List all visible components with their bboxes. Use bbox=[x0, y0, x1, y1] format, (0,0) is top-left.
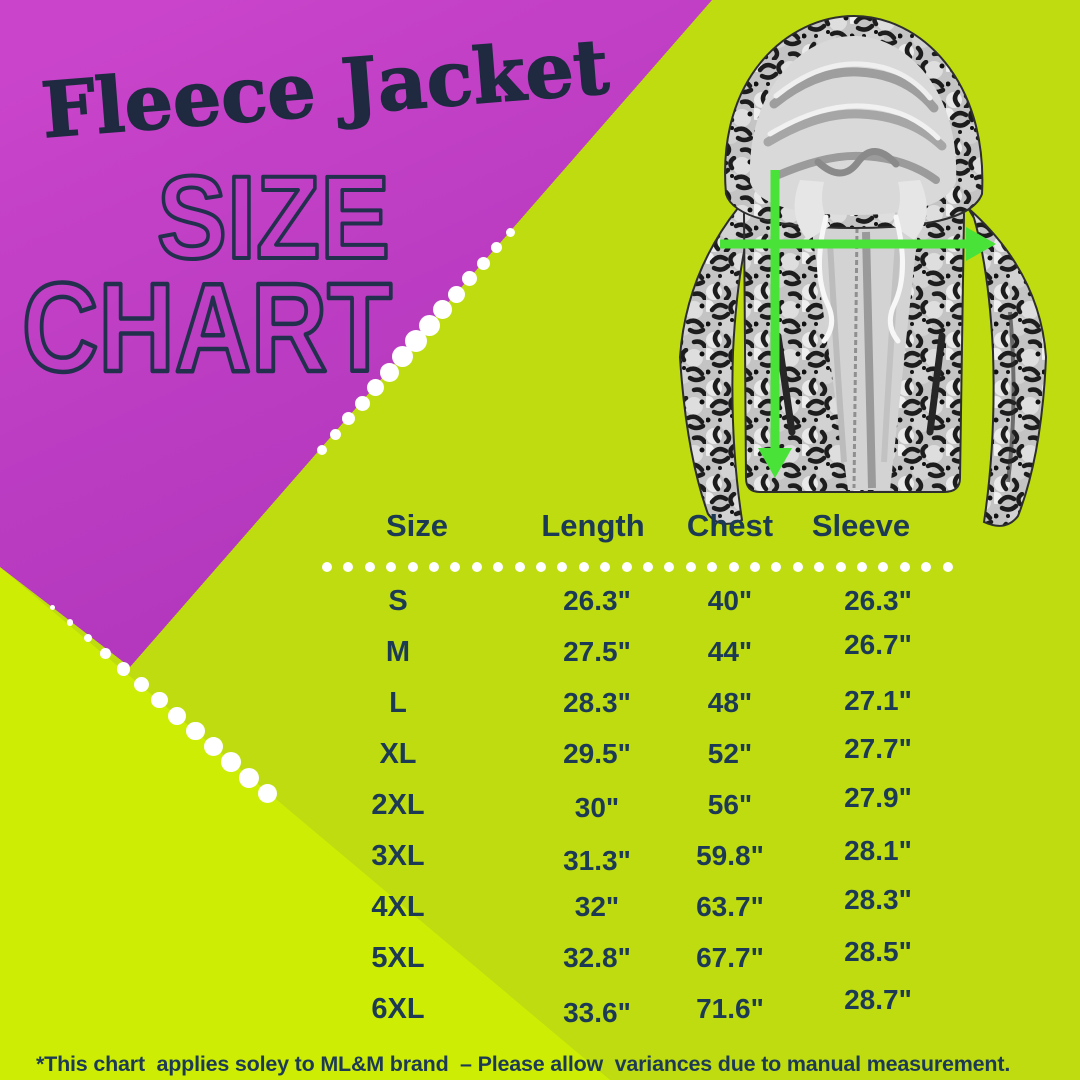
sleeve-value: 28.3" bbox=[844, 884, 912, 915]
header-size: Size bbox=[385, 508, 449, 543]
table-row: 6XL 33.6" 71.6" 28.7" bbox=[320, 984, 1000, 1029]
sleeve-value: 28.1" bbox=[844, 835, 912, 866]
chest-value: 63.7" bbox=[696, 891, 764, 922]
chart-outline-text: CHART bbox=[22, 257, 392, 398]
chest-value: 71.6" bbox=[696, 993, 764, 1024]
sleeve-value: 27.7" bbox=[844, 733, 912, 764]
size-label: 6XL bbox=[371, 993, 425, 1025]
size-outline-text: SIZE bbox=[157, 160, 390, 284]
length-value: 32" bbox=[574, 891, 620, 922]
length-value: 32.8" bbox=[563, 942, 631, 973]
chest-value: 44" bbox=[707, 636, 753, 667]
chest-value: 48" bbox=[707, 687, 753, 718]
chest-value: 52" bbox=[707, 738, 753, 769]
sleeve-value: 27.9" bbox=[844, 782, 912, 813]
size-label: 4XL bbox=[371, 891, 425, 923]
length-value: 26.3" bbox=[563, 585, 631, 616]
size-label: S bbox=[388, 585, 408, 617]
sleeve-value: 26.3" bbox=[844, 585, 912, 616]
table-row: S 26.3" 40" 26.3" bbox=[320, 585, 1000, 621]
length-value: 33.6" bbox=[563, 997, 631, 1028]
length-value: 27.5" bbox=[563, 636, 631, 667]
disclaimer-text: *This chart applies soley to ML&M brand … bbox=[36, 1052, 1011, 1076]
sleeve-value: 26.7" bbox=[844, 629, 912, 660]
table-row: 4XL 32" 63.7" 28.3" bbox=[320, 884, 1000, 927]
size-label: M bbox=[385, 636, 411, 668]
sleeve-value: 28.7" bbox=[844, 984, 912, 1015]
table-row: XL 29.5" 52" 27.7" bbox=[320, 733, 1000, 774]
sleeve-value: 28.5" bbox=[844, 936, 912, 967]
chest-value: 59.8" bbox=[696, 840, 764, 871]
table-row: 5XL 32.8" 67.7" 28.5" bbox=[320, 936, 1000, 978]
chest-value: 40" bbox=[707, 585, 753, 616]
table-header-row: Size Length Chest Sleeve bbox=[320, 508, 1000, 544]
chest-value: 56" bbox=[707, 789, 753, 820]
size-label: 3XL bbox=[371, 840, 425, 872]
table-row: L 28.3" 48" 27.1" bbox=[320, 685, 1000, 723]
chest-width-arrow-icon bbox=[720, 227, 996, 261]
header-sleeve: Sleeve bbox=[811, 508, 911, 543]
size-label: L bbox=[389, 687, 407, 719]
chest-value: 67.7" bbox=[696, 942, 764, 973]
size-label: 2XL bbox=[371, 789, 425, 821]
table-row: 3XL 31.3" 59.8" 28.1" bbox=[320, 835, 1000, 876]
table-row: M 27.5" 44" 26.7" bbox=[320, 629, 1000, 672]
size-label: XL bbox=[379, 738, 417, 770]
sleeve-value: 27.1" bbox=[844, 685, 912, 716]
length-value: 29.5" bbox=[563, 738, 631, 769]
table-row: 2XL 30" 56" 27.9" bbox=[320, 782, 1000, 825]
fleece-jacket-photo bbox=[678, 14, 1048, 527]
length-value: 31.3" bbox=[563, 845, 631, 876]
length-arrow-icon bbox=[758, 170, 792, 478]
header-length: Length bbox=[541, 508, 645, 543]
header-chest: Chest bbox=[686, 508, 774, 543]
length-value: 28.3" bbox=[563, 687, 631, 718]
size-label: 5XL bbox=[371, 942, 425, 974]
outline-title: SIZE CHART bbox=[20, 160, 395, 400]
dotted-divider bbox=[322, 562, 972, 572]
length-value: 30" bbox=[574, 792, 620, 823]
